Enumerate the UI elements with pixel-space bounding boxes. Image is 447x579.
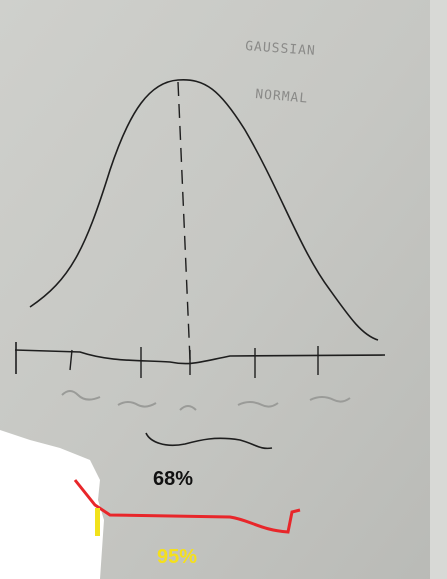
mean-line xyxy=(177,81,191,361)
label-68: 68% xyxy=(153,468,193,490)
bracket-95 xyxy=(73,479,301,534)
note: NORMAL xyxy=(255,87,309,107)
axis-tick xyxy=(69,349,73,371)
paper-edge xyxy=(430,0,447,579)
white-blob xyxy=(0,430,104,579)
bell-curve xyxy=(29,79,379,341)
yellow-marker xyxy=(95,508,100,536)
note: GAUSSIAN xyxy=(245,39,316,59)
axis-scribbles xyxy=(61,390,351,411)
bracket-68 xyxy=(145,432,273,450)
x-axis xyxy=(14,349,386,365)
label-95: 95% xyxy=(157,546,197,568)
